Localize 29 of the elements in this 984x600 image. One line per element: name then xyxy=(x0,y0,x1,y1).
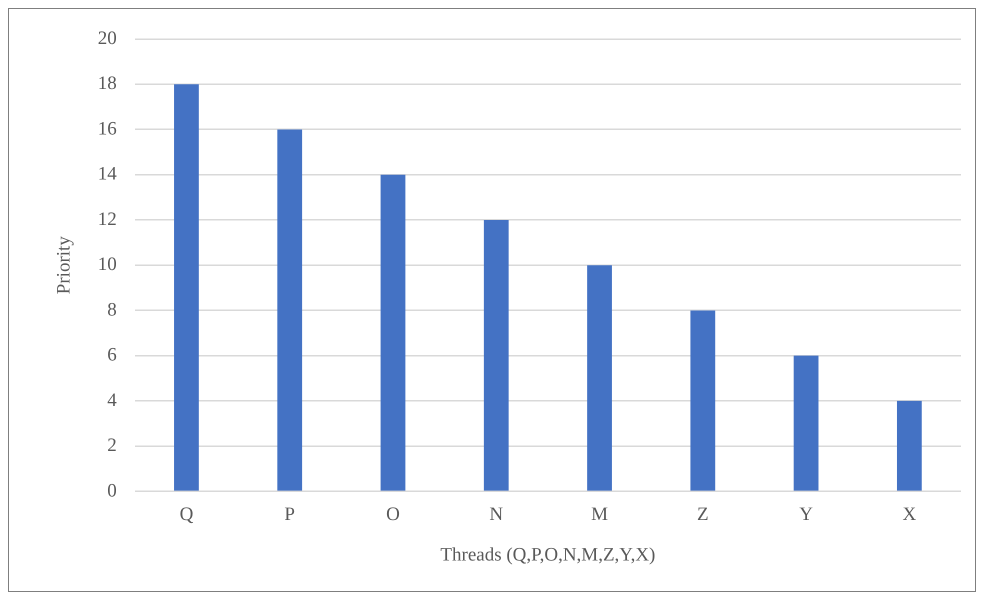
bar xyxy=(277,129,302,491)
x-tick-label: P xyxy=(284,504,295,525)
y-tick-label: 16 xyxy=(98,118,117,140)
bar xyxy=(690,310,716,491)
bar xyxy=(896,400,922,491)
y-tick-label: 10 xyxy=(98,254,117,276)
bar xyxy=(380,174,406,491)
y-tick-label: 2 xyxy=(107,435,117,456)
x-tick-label: Q xyxy=(180,504,194,525)
y-tick-label: 20 xyxy=(98,28,117,49)
x-tick-label: Z xyxy=(697,504,709,525)
x-tick-label: O xyxy=(386,504,400,525)
y-tick-label: 4 xyxy=(107,390,118,411)
y-tick-label: 18 xyxy=(98,73,117,94)
bar xyxy=(587,265,612,491)
x-tick-label: N xyxy=(489,504,504,525)
bar xyxy=(174,84,199,491)
y-tick-label: 0 xyxy=(107,480,117,502)
y-tick-label: 8 xyxy=(107,299,117,320)
x-tick-label: M xyxy=(591,504,608,525)
x-tick-label: X xyxy=(902,504,916,525)
x-tick-label: Y xyxy=(799,504,814,525)
y-axis-title: Priority xyxy=(53,236,74,294)
y-tick-label: 6 xyxy=(107,344,117,366)
bar xyxy=(484,220,509,491)
x-axis-title: Threads (Q,P,O,N,M,Z,Y,X) xyxy=(440,544,656,566)
bar xyxy=(794,356,818,491)
y-tick-label: 14 xyxy=(98,164,118,185)
y-tick-label: 12 xyxy=(98,208,117,230)
